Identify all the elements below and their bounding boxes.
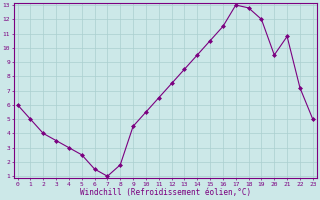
X-axis label: Windchill (Refroidissement éolien,°C): Windchill (Refroidissement éolien,°C): [80, 188, 251, 197]
